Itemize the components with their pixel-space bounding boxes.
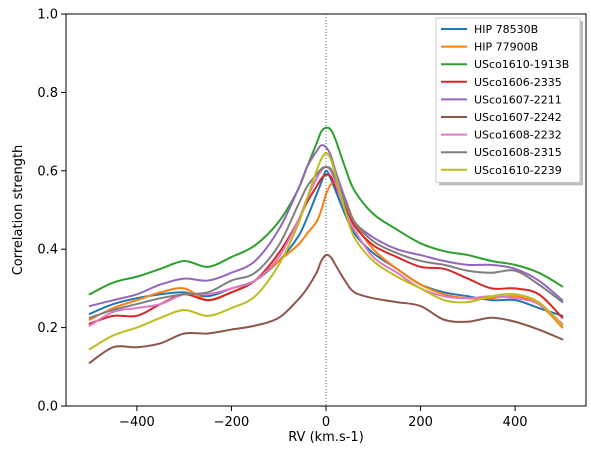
series-line-5 — [88, 144, 564, 308]
legend-entry-label: USco1608-2232 — [474, 129, 562, 142]
legend-entry-label: USco1607-2242 — [474, 111, 562, 124]
series-line-6 — [88, 253, 564, 364]
legend-entry-label: HIP 78530B — [474, 23, 538, 36]
legend-entry-label: HIP 77900B — [474, 41, 538, 54]
legend: HIP 78530B HIP 77900B USco1610-1913B USco16… — [435, 17, 583, 186]
y-tick-label: 0.6 — [37, 164, 58, 179]
x-tick-label: −200 — [214, 415, 250, 430]
x-tick-label: 400 — [503, 415, 528, 430]
x-tick-label: 200 — [408, 415, 433, 430]
legend-entry-label: USco1606-2335 — [474, 76, 562, 89]
y-tick-label: 1.0 — [37, 8, 58, 23]
legend-entry-label: USco1610-1913B — [474, 58, 569, 71]
series-line-8 — [88, 165, 564, 319]
y-axis-label: Correlation strength — [11, 145, 26, 276]
x-axis-label: RV (km.s-1) — [288, 430, 364, 445]
legend-entry-label: USco1610-2239 — [474, 164, 562, 177]
y-tick-label: 0.8 — [37, 86, 58, 101]
series-line-7 — [88, 165, 564, 327]
series-line-3 — [88, 126, 564, 296]
y-axis-ticks: 0.0 0.2 0.4 0.6 0.8 1.0 — [37, 8, 66, 415]
plot-lines — [88, 126, 564, 364]
legend-entry-label: USco1608-2315 — [474, 146, 562, 159]
y-tick-label: 0.0 — [37, 400, 58, 415]
x-tick-label: 0 — [322, 415, 330, 430]
y-tick-label: 0.2 — [37, 321, 58, 336]
y-tick-label: 0.4 — [37, 243, 58, 258]
x-tick-label: −400 — [119, 415, 155, 430]
series-line-9 — [88, 152, 564, 351]
x-axis-ticks: −400 −200 0 200 400 — [119, 406, 528, 430]
legend-entry-label: USco1607-2211 — [474, 93, 562, 106]
series-line-4 — [88, 173, 564, 325]
